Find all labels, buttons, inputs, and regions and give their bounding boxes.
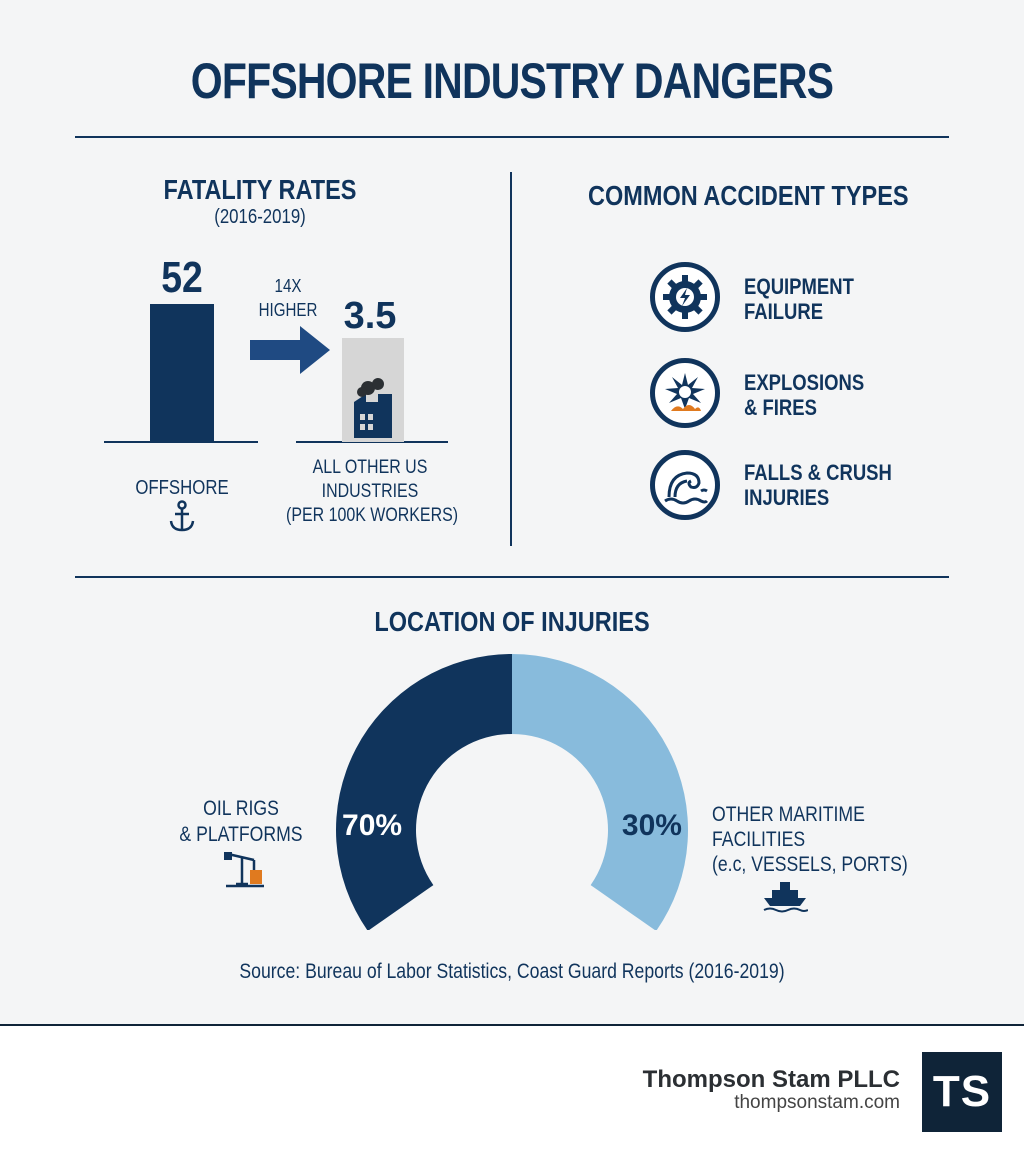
company-name: Thompson Stam PLLC xyxy=(642,1066,900,1093)
bar-offshore xyxy=(150,304,214,442)
donut-label-oil-rigs: 70% xyxy=(342,809,402,842)
comparison-arrow-icon xyxy=(250,326,330,374)
company-logo: TS xyxy=(922,1052,1002,1132)
explosion-icon xyxy=(650,358,720,428)
title-divider xyxy=(75,136,949,138)
injury-location-donut: 70% 30% xyxy=(336,654,688,930)
source-note: Source: Bureau of Labor Statistics, Coas… xyxy=(239,960,785,983)
fatality-heading: FATALITY RATES xyxy=(163,174,357,205)
factory-icon xyxy=(354,378,392,438)
footer-divider xyxy=(0,1024,1024,1027)
middle-divider xyxy=(75,576,949,578)
donut-segment-other-maritime xyxy=(512,654,688,930)
donut-label-other-maritime: 30% xyxy=(622,809,682,842)
fatality-period: (2016-2019) xyxy=(214,206,306,228)
fatality-bar-chart: 52 3.5 xyxy=(104,252,448,532)
accident-equipment-label: EQUIPMENT FAILURE xyxy=(744,274,854,324)
wave-icon xyxy=(650,450,720,520)
company-website[interactable]: thompsonstam.com xyxy=(734,1092,900,1113)
footer xyxy=(0,1026,1024,1154)
page-title: OFFSHORE INDUSTRY DANGERS xyxy=(190,53,834,109)
accident-falls-label: FALLS & CRUSH INJURIES xyxy=(744,460,892,510)
accidents-heading: COMMON ACCIDENT TYPES xyxy=(588,180,909,211)
oil-rigs-label: OIL RIGS & PLATFORMS xyxy=(179,797,303,846)
anchor-icon xyxy=(169,500,195,532)
bar-value-other: 3.5 xyxy=(344,295,397,337)
other-maritime-label: OTHER MARITIME FACILITIES (e.c, VESSELS,… xyxy=(712,803,908,876)
other-industries-label: ALL OTHER US INDUSTRIES (PER 100K WORKER… xyxy=(286,457,459,526)
offshore-label: OFFSHORE xyxy=(135,477,229,499)
accident-explosion-label: EXPLOSIONS & FIRES xyxy=(744,370,865,420)
donut-segment-oil-rigs xyxy=(336,654,512,930)
gear-icon xyxy=(650,262,720,332)
bar-value-offshore: 52 xyxy=(161,252,203,302)
oil-pump-icon xyxy=(224,852,264,888)
comparison-label: 14X HIGHER xyxy=(258,276,318,320)
ship-icon xyxy=(763,882,808,913)
section-divider xyxy=(510,172,512,546)
location-heading: LOCATION OF INJURIES xyxy=(374,606,650,637)
